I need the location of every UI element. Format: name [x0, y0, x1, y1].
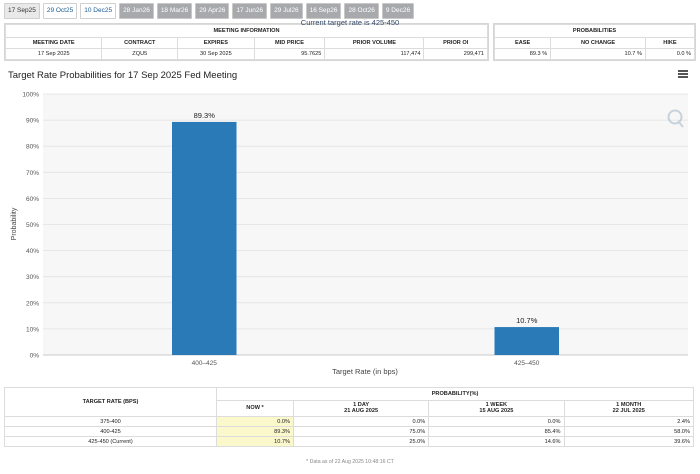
meeting-tabs: 17 Sep25 29 Oct25 10 Dec25 28 Jan26 18 M…: [4, 3, 415, 19]
col-now: NOW *: [216, 399, 294, 418]
probabilities-table: PROBABILITIES EASE NO CHANGE HIKE 89.3 %…: [493, 24, 696, 60]
hike-value: 0.0 %: [644, 48, 696, 60]
col-prior-oi: PRIOR OI: [423, 37, 488, 49]
data-footnote: * Data as of 22 Aug 2025 10:48:16 CT: [306, 459, 394, 465]
prior-volume-value: 117,474: [324, 48, 425, 60]
expires-value: 30 Sep 2025: [177, 48, 255, 60]
prior-oi-value: 299,471: [423, 48, 488, 60]
col-1-week: 1 WEEK 15 AUG 2025: [428, 399, 565, 418]
tab-28-oct26[interactable]: 28 Oct26: [344, 3, 379, 19]
meeting-info-table: MEETING INFORMATION MEETING DATE CONTRAC…: [4, 24, 488, 60]
tab-29-oct25[interactable]: 29 Oct25: [42, 3, 78, 19]
probabilities-caption: PROBABILITIES: [494, 24, 695, 38]
chart-panel: Target Rate Probabilities for 17 Sep 202…: [4, 64, 694, 384]
tab-29-jul26[interactable]: 29 Jul26: [270, 3, 303, 19]
no-change-value: 10.7 %: [550, 48, 646, 60]
col-1-day: 1 DAY 21 AUG 2025: [292, 399, 430, 418]
probabilities-panel: PROBABILITIES EASE NO CHANGE HIKE 89.3 %…: [493, 23, 696, 61]
col-ease: EASE: [493, 37, 552, 49]
contract-value: ZQU5: [101, 48, 179, 60]
tab-16-sep26[interactable]: 16 Sep26: [305, 3, 342, 19]
tab-17-sep25[interactable]: 17 Sep25: [4, 3, 40, 19]
col-1-month: 1 MONTH 22 JUL 2025: [563, 399, 694, 418]
tab-17-jun26[interactable]: 17 Jun26: [232, 3, 268, 19]
probability-table: TARGET RATE (BPS) PROBABILITY(%) NOW * 1…: [4, 387, 694, 447]
table-row: 375-400 0.0% 0.0% 0.0% 2.4%: [4, 416, 694, 427]
col-mid-price: MID PRICE: [253, 37, 326, 49]
table-row: 400-425 89.3% 75.0% 85.4% 58.0%: [4, 426, 694, 437]
col-no-change: NO CHANGE: [550, 37, 646, 49]
col-probability: PROBABILITY(%): [216, 387, 694, 401]
tab-28-jan26[interactable]: 28 Jan26: [119, 3, 154, 19]
table-row: 425-450 (Current) 10.7% 25.0% 14.6% 39.6…: [4, 436, 694, 447]
meeting-info-caption: MEETING INFORMATION: [5, 24, 488, 38]
chart-subtitle: Current target rate is 425-450: [300, 18, 400, 27]
ease-value: 89.3 %: [493, 48, 552, 60]
tab-18-mar26[interactable]: 18 Mar26: [156, 3, 193, 19]
tab-9-dec26[interactable]: 9 Dec26: [381, 3, 415, 19]
col-hike: HIKE: [644, 37, 696, 49]
col-prior-volume: PRIOR VOLUME: [324, 37, 425, 49]
chart-title: Target Rate Probabilities for 17 Sep 202…: [8, 70, 238, 81]
hamburger-menu-icon[interactable]: [678, 70, 688, 78]
meeting-date-value: 17 Sep 2025: [4, 48, 103, 60]
tab-29-apr26[interactable]: 29 Apr26: [195, 3, 230, 19]
tab-10-dec25[interactable]: 10 Dec25: [80, 3, 117, 19]
col-target-rate: TARGET RATE (BPS): [4, 387, 217, 417]
col-expires: EXPIRES: [177, 37, 255, 49]
col-contract: CONTRACT: [101, 37, 179, 49]
meeting-info-panel: MEETING INFORMATION MEETING DATE CONTRAC…: [4, 23, 489, 61]
col-meeting-date: MEETING DATE: [4, 37, 103, 49]
mid-price-value: 95.7625: [253, 48, 326, 60]
